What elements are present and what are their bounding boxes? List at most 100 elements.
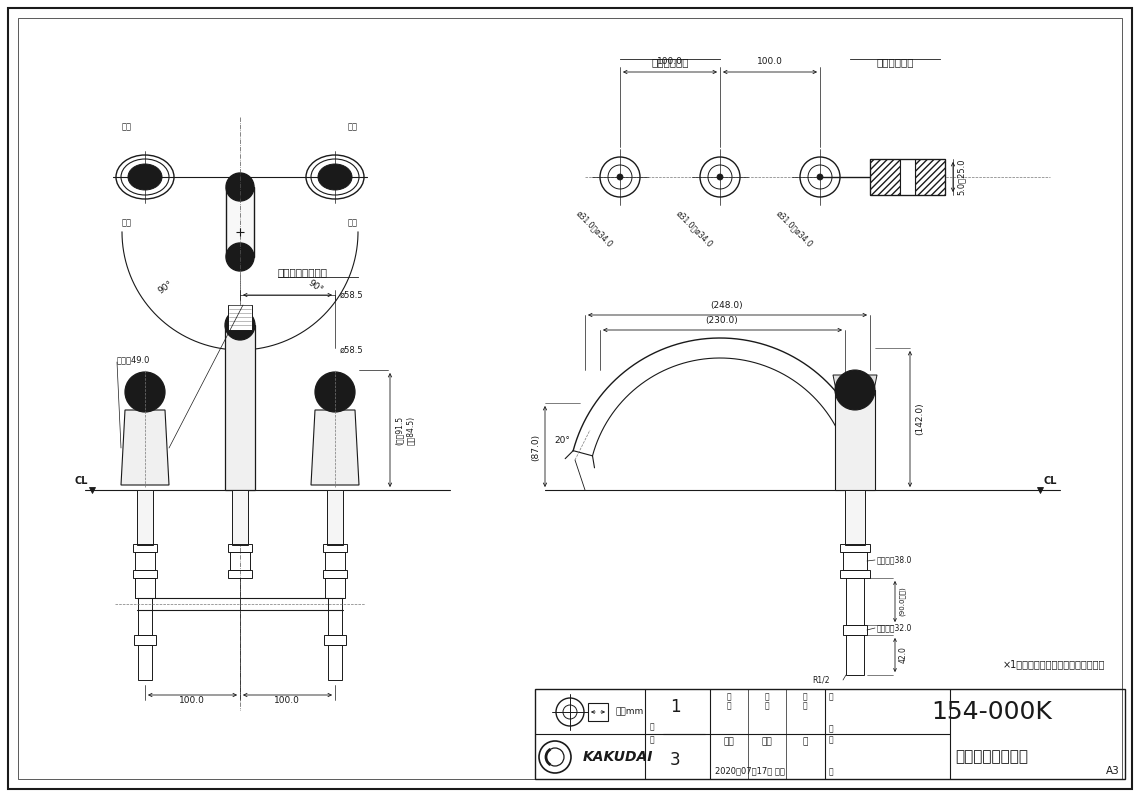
Text: 20°: 20° bbox=[554, 435, 570, 445]
Ellipse shape bbox=[318, 164, 352, 190]
Text: 90°: 90° bbox=[306, 279, 324, 295]
Circle shape bbox=[617, 174, 622, 180]
Text: スパウト回転角度: スパウト回転角度 bbox=[278, 267, 328, 277]
Bar bbox=[535, 689, 1125, 779]
Bar bbox=[135, 552, 155, 570]
Circle shape bbox=[315, 372, 355, 412]
Bar bbox=[834, 390, 876, 490]
Text: 100.0: 100.0 bbox=[179, 696, 205, 705]
Text: 止水: 止水 bbox=[348, 218, 358, 227]
Bar bbox=[230, 552, 250, 570]
Circle shape bbox=[717, 174, 723, 180]
Ellipse shape bbox=[128, 164, 162, 190]
Text: 名: 名 bbox=[829, 767, 833, 776]
Bar bbox=[323, 570, 347, 578]
Bar bbox=[842, 552, 868, 570]
Text: ×1　（）内寸法は参考寸法である。: ×1 （）内寸法は参考寸法である。 bbox=[1002, 659, 1105, 669]
Text: 吐水: 吐水 bbox=[122, 218, 132, 227]
Bar bbox=[325, 578, 345, 598]
Bar bbox=[870, 159, 945, 195]
Text: R1/2: R1/2 bbox=[813, 676, 830, 685]
Text: 3: 3 bbox=[669, 751, 681, 769]
Text: 尺: 尺 bbox=[650, 722, 654, 731]
Text: バスデッキ混合栓: バスデッキ混合栓 bbox=[955, 749, 1028, 764]
Text: ø31.0～ø34.0: ø31.0～ø34.0 bbox=[575, 209, 614, 249]
Text: 100.0: 100.0 bbox=[757, 57, 783, 66]
Text: 90°: 90° bbox=[156, 279, 174, 295]
Bar bbox=[325, 552, 345, 570]
Bar bbox=[327, 490, 343, 545]
Text: (全開91.5
止水84.5): (全開91.5 止水84.5) bbox=[394, 415, 415, 445]
Text: 42.0: 42.0 bbox=[899, 646, 907, 663]
Bar bbox=[845, 490, 865, 545]
Bar bbox=[137, 490, 153, 545]
Polygon shape bbox=[311, 410, 359, 485]
Text: 100.0: 100.0 bbox=[274, 696, 300, 705]
Text: CL: CL bbox=[74, 476, 88, 486]
Text: 承
認: 承 認 bbox=[803, 692, 807, 710]
Text: (87.0): (87.0) bbox=[531, 434, 540, 461]
Text: (248.0): (248.0) bbox=[710, 301, 743, 310]
Bar bbox=[135, 635, 156, 645]
Circle shape bbox=[125, 372, 165, 412]
Text: ø58.5: ø58.5 bbox=[340, 290, 364, 300]
Bar bbox=[323, 544, 347, 552]
Circle shape bbox=[225, 310, 255, 340]
Bar bbox=[228, 544, 252, 552]
Text: (142.0): (142.0) bbox=[915, 402, 925, 435]
Text: 吐水: 吐水 bbox=[348, 122, 358, 131]
Bar bbox=[846, 578, 864, 625]
Text: 5.0～25.0: 5.0～25.0 bbox=[956, 159, 966, 195]
Text: 製
図: 製 図 bbox=[726, 692, 732, 710]
Bar bbox=[228, 305, 252, 330]
Bar bbox=[328, 598, 342, 635]
Text: 六角対邊38.0: 六角対邊38.0 bbox=[877, 556, 912, 564]
Bar bbox=[588, 703, 608, 721]
Text: 154-000K: 154-000K bbox=[931, 700, 1052, 724]
Text: (90.0付近): (90.0付近) bbox=[899, 586, 905, 616]
Circle shape bbox=[226, 173, 254, 201]
Bar bbox=[324, 635, 347, 645]
Text: KAKUDAI: KAKUDAI bbox=[583, 750, 653, 764]
Text: ø31.0～ø34.0: ø31.0～ø34.0 bbox=[775, 209, 815, 249]
Text: A3: A3 bbox=[1106, 766, 1119, 776]
Bar bbox=[135, 578, 155, 598]
Text: 山田: 山田 bbox=[762, 737, 773, 746]
Bar bbox=[870, 159, 899, 195]
Circle shape bbox=[834, 370, 876, 410]
Text: 止水: 止水 bbox=[122, 122, 132, 131]
Text: CL: CL bbox=[1044, 476, 1058, 486]
Circle shape bbox=[226, 243, 254, 271]
Text: 天板取付穴径: 天板取付穴径 bbox=[651, 57, 689, 67]
Text: 1: 1 bbox=[669, 698, 681, 716]
Text: ø58.5: ø58.5 bbox=[340, 346, 364, 355]
Circle shape bbox=[817, 174, 823, 180]
Bar bbox=[233, 490, 249, 545]
Text: 番: 番 bbox=[829, 724, 833, 733]
Text: 品: 品 bbox=[829, 692, 833, 701]
Bar bbox=[228, 570, 252, 578]
Bar bbox=[225, 325, 255, 490]
Text: 2020年07月17日 作成: 2020年07月17日 作成 bbox=[715, 766, 784, 775]
Bar bbox=[328, 645, 342, 680]
Text: 検
図: 検 図 bbox=[765, 692, 770, 710]
Text: 度: 度 bbox=[650, 735, 654, 744]
Text: 六角対邊32.0: 六角対邊32.0 bbox=[877, 623, 912, 633]
Bar bbox=[133, 544, 157, 552]
Bar bbox=[842, 625, 868, 635]
Bar bbox=[915, 159, 945, 195]
Text: 天板締付範囲: 天板締付範囲 bbox=[877, 57, 914, 67]
Polygon shape bbox=[121, 410, 169, 485]
Text: ø31.0～ø34.0: ø31.0～ø34.0 bbox=[675, 209, 715, 249]
Text: 二面幁49.0: 二面幁49.0 bbox=[117, 355, 150, 364]
Text: (230.0): (230.0) bbox=[706, 316, 739, 325]
Bar bbox=[899, 159, 915, 195]
Bar bbox=[138, 645, 152, 680]
Text: 単位mm: 単位mm bbox=[616, 708, 644, 717]
Bar bbox=[846, 635, 864, 675]
Bar bbox=[840, 570, 870, 578]
Bar bbox=[840, 544, 870, 552]
Text: 祝: 祝 bbox=[803, 737, 807, 746]
Polygon shape bbox=[833, 375, 877, 410]
Bar bbox=[138, 598, 152, 635]
